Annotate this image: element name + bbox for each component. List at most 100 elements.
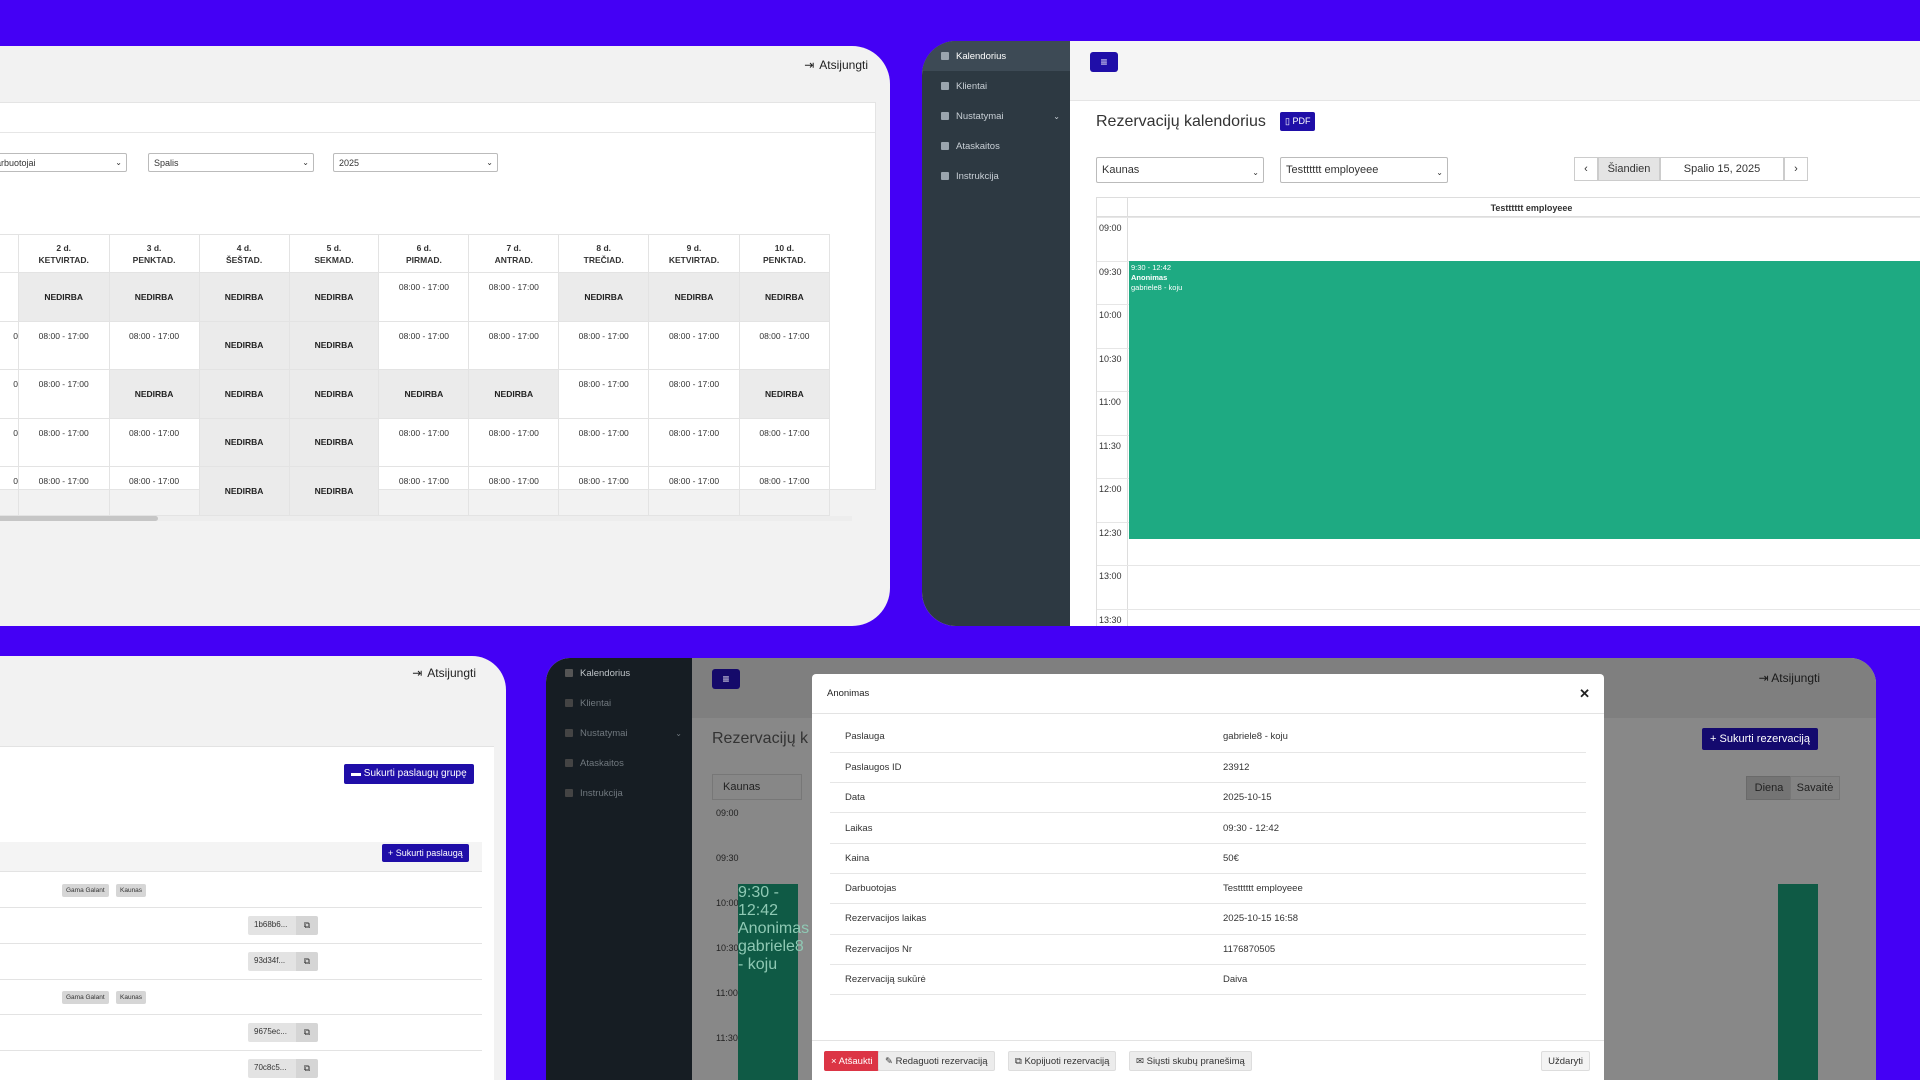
view-week-button[interactable]: Savaitė <box>1790 776 1840 800</box>
schedule-cell[interactable]: NEDIRBA <box>468 369 560 419</box>
location-select[interactable]: Kaunas <box>712 774 802 800</box>
copy-button[interactable]: ⧉ <box>296 916 318 935</box>
create-service-button[interactable]: + Sukurti paslaugą <box>382 844 469 862</box>
schedule-cell[interactable]: 08:00 - 17:00 <box>648 320 740 370</box>
schedule-cell[interactable]: 08:00 - 17:00 <box>738 466 831 516</box>
time-row[interactable]: 09:00 <box>1097 217 1920 261</box>
create-service-group-button[interactable]: ▬ Sukurti paslaugų grupę <box>344 764 474 784</box>
schedule-cell[interactable]: 08:00 - 17:00 <box>558 417 650 467</box>
month-select[interactable]: Spalis ⌄ <box>148 153 314 172</box>
logout-link[interactable]: ⇥ Atsijungti <box>1758 671 1820 685</box>
table-row: 0 08:00 - 17:00 08:00 - 17:00 NEDIRBA NEDIRB… <box>0 320 831 370</box>
time-row[interactable]: 09:30 <box>1097 260 1920 305</box>
copy-button[interactable]: ⧉ <box>296 952 318 971</box>
schedule-cell[interactable]: 08:00 - 17:00 <box>558 466 650 516</box>
schedule-cell[interactable]: NEDIRBA <box>108 272 200 322</box>
schedule-cell[interactable]: 08:00 - 17:00 <box>378 466 470 516</box>
schedule-cell[interactable]: NEDIRBA <box>558 272 650 322</box>
schedule-cell[interactable]: NEDIRBA <box>288 417 380 467</box>
schedule-cell[interactable]: 08:00 - 17:00 <box>17 320 110 370</box>
chart-icon <box>565 759 573 767</box>
schedule-cell[interactable]: NEDIRBA <box>198 417 290 467</box>
edit-reservation-button[interactable]: ✎ Redaguoti rezervaciją <box>878 1051 995 1071</box>
schedule-cell[interactable]: 08:00 - 17:00 <box>648 369 740 419</box>
schedule-cell[interactable] <box>0 272 19 322</box>
schedule-cell[interactable]: 08:00 - 17:00 <box>378 320 470 370</box>
schedule-cell[interactable]: 08:00 - 17:00 <box>738 417 831 467</box>
copy-button[interactable]: ⧉ <box>296 1023 318 1042</box>
schedule-cell[interactable]: 08:00 - 17:00 <box>108 417 200 467</box>
close-icon[interactable]: ✕ <box>1579 686 1590 701</box>
cancel-reservation-button[interactable]: × Atšaukti <box>824 1051 880 1071</box>
schedule-cell[interactable]: NEDIRBA <box>378 369 470 419</box>
sidebar-item-ataskaitos[interactable]: Ataskaitos <box>546 748 692 778</box>
schedule-cell[interactable]: NEDIRBA <box>288 466 380 516</box>
schedule-cell[interactable]: 08:00 - 17:00 <box>108 466 200 516</box>
sidebar-item-instrukcija[interactable]: Instrukcija <box>546 778 692 808</box>
schedule-cell[interactable]: 0 <box>0 369 19 419</box>
sidebar-item-klientai[interactable]: Klientai <box>546 688 692 718</box>
sidebar-item-kalendorius[interactable]: Kalendorius <box>922 41 1070 71</box>
schedule-cell[interactable]: 08:00 - 17:00 <box>17 417 110 467</box>
sidebar-item-instrukcija[interactable]: Instrukcija <box>922 161 1070 191</box>
schedule-cell[interactable]: NEDIRBA <box>288 272 380 322</box>
schedule-cell[interactable]: 08:00 - 17:00 <box>378 272 470 322</box>
schedule-cell[interactable]: NEDIRBA <box>198 369 290 419</box>
schedule-cell[interactable]: NEDIRBA <box>108 369 200 419</box>
sidebar-item-kalendorius[interactable]: Kalendorius <box>546 658 692 688</box>
horizontal-scrollbar[interactable] <box>0 516 158 521</box>
schedule-cell[interactable]: NEDIRBA <box>198 466 290 516</box>
create-reservation-button[interactable]: + Sukurti rezervaciją <box>1702 728 1818 750</box>
time-row[interactable]: 13:00 <box>1097 565 1920 609</box>
logout-link[interactable]: ⇥ Atsijungti <box>412 666 476 680</box>
schedule-cell[interactable]: 08:00 - 17:00 <box>558 369 650 419</box>
year-select[interactable]: 2025 ⌄ <box>333 153 498 172</box>
copy-reservation-button[interactable]: ⧉ Kopijuoti rezervaciją <box>1008 1051 1117 1071</box>
schedule-cell[interactable]: 08:00 - 17:00 <box>738 320 831 370</box>
schedule-cell[interactable]: 08:00 - 17:00 <box>468 272 560 322</box>
menu-toggle-button[interactable]: ≡ <box>712 669 740 689</box>
schedule-cell[interactable]: 08:00 - 17:00 <box>468 320 560 370</box>
schedule-cell[interactable]: NEDIRBA <box>198 320 290 370</box>
schedule-cell[interactable]: NEDIRBA <box>648 272 740 322</box>
prev-day-button[interactable]: ‹ <box>1574 157 1598 181</box>
sidebar-item-ataskaitos[interactable]: Ataskaitos <box>922 131 1070 161</box>
schedule-cell[interactable]: NEDIRBA <box>198 272 290 322</box>
logout-link[interactable]: ⇥ Atsijungti <box>804 58 868 72</box>
copy-icon: ⧉ <box>303 920 311 930</box>
sidebar-item-klientai[interactable]: Klientai <box>922 71 1070 101</box>
reservation-event[interactable]: 9:30 - 12:42 Anonimas gabriele8 - koju <box>1129 261 1920 539</box>
menu-toggle-button[interactable]: ≡ <box>1090 52 1118 72</box>
schedule-cell[interactable]: 08:00 - 17:00 <box>17 369 110 419</box>
schedule-cell[interactable]: 08:00 - 17:00 <box>648 466 740 516</box>
time-row[interactable]: 13:30 <box>1097 608 1920 627</box>
sidebar-item-nustatymai[interactable]: Nustatymai ⌄ <box>922 101 1070 131</box>
next-day-button[interactable]: › <box>1784 157 1808 181</box>
schedule-cell[interactable]: 08:00 - 17:00 <box>468 466 560 516</box>
schedule-cell[interactable]: 08:00 - 17:00 <box>17 466 110 516</box>
pdf-button[interactable]: ▯ PDF <box>1280 112 1316 131</box>
copy-button[interactable]: ⧉ <box>296 1059 318 1078</box>
schedule-cell[interactable]: 0 <box>0 320 19 370</box>
schedule-cell[interactable]: NEDIRBA <box>288 320 380 370</box>
schedule-cell[interactable]: 08:00 - 17:00 <box>558 320 650 370</box>
close-button[interactable]: Uždaryti <box>1541 1051 1590 1071</box>
sidebar-item-nustatymai[interactable]: Nustatymai ⌄ <box>546 718 692 748</box>
schedule-cell[interactable]: 08:00 - 17:00 <box>108 320 200 370</box>
schedule-cell[interactable]: 0 <box>0 466 19 516</box>
view-day-button[interactable]: Diena <box>1746 776 1792 800</box>
today-button[interactable]: Šiandien <box>1598 157 1660 181</box>
location-select[interactable]: Kaunas ⌄ <box>1096 157 1264 183</box>
day-header: 6 d. PIRMAD. <box>378 234 470 273</box>
schedule-cell[interactable]: NEDIRBA <box>288 369 380 419</box>
employees-select[interactable]: arbuotojai⌄ <box>0 153 127 172</box>
schedule-cell[interactable]: 08:00 - 17:00 <box>378 417 470 467</box>
schedule-cell[interactable]: 08:00 - 17:00 <box>648 417 740 467</box>
schedule-cell[interactable]: NEDIRBA <box>738 369 831 419</box>
send-urgent-message-button[interactable]: ✉ Siųsti skubų pranešimą <box>1129 1051 1252 1071</box>
schedule-cell[interactable]: 0 <box>0 417 19 467</box>
schedule-cell[interactable]: NEDIRBA <box>738 272 831 322</box>
schedule-cell[interactable]: 08:00 - 17:00 <box>468 417 560 467</box>
employee-select[interactable]: Testttttt employeee ⌄ <box>1280 157 1448 183</box>
schedule-cell[interactable]: NEDIRBA <box>17 272 110 322</box>
